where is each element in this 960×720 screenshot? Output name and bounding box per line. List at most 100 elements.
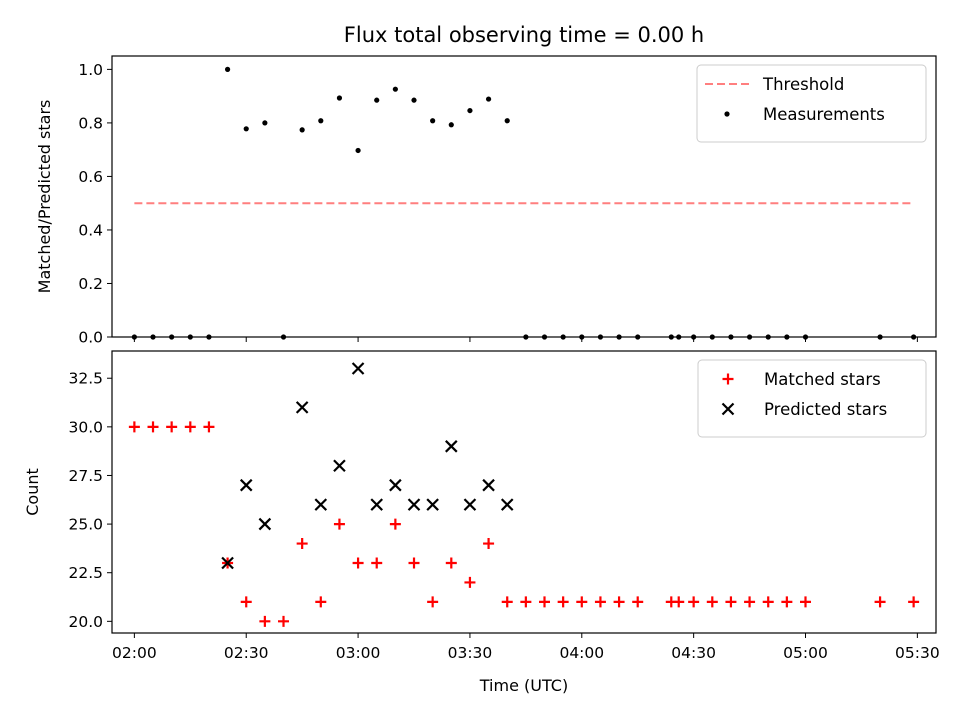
predicted-star-marker bbox=[221, 556, 234, 570]
measurement-point bbox=[318, 118, 324, 124]
measurement-point bbox=[355, 147, 361, 154]
measurement-point bbox=[299, 127, 305, 133]
matched-star-marker bbox=[352, 557, 364, 569]
matched-star-marker bbox=[706, 596, 718, 608]
bottom-y-tick-label: 20.0 bbox=[68, 613, 103, 631]
bottom-plot-frame bbox=[111, 350, 937, 634]
matched-star-marker bbox=[278, 615, 290, 627]
matched-star-marker bbox=[800, 596, 812, 608]
bottom-plot-area: 20.0 22.5 25.0 27.5 30.0 32.5 02:00 02:30 03:00 0… bbox=[68, 350, 940, 662]
matched-star-marker bbox=[501, 596, 513, 608]
matched-star-marker bbox=[128, 421, 140, 433]
measurement-point bbox=[430, 118, 436, 124]
matched-star-marker bbox=[557, 596, 569, 608]
matched-star-marker bbox=[315, 596, 327, 608]
measurement-point bbox=[467, 107, 473, 114]
matched-star-marker bbox=[539, 596, 551, 608]
x-tick-label: 04:30 bbox=[671, 644, 716, 662]
measurement-point bbox=[485, 96, 492, 102]
predicted-star-marker bbox=[482, 478, 495, 492]
x-tick-label: 05:30 bbox=[895, 644, 940, 662]
matched-star-marker bbox=[762, 596, 774, 608]
chart-title: Flux total observing time = 0.00 h bbox=[344, 23, 704, 47]
predicted-star-marker bbox=[351, 362, 365, 375]
top-y-tick-label: 0.4 bbox=[78, 221, 103, 239]
predicted-star-marker bbox=[463, 498, 477, 511]
x-tick-label: 04:00 bbox=[559, 644, 604, 662]
matched-star-marker bbox=[688, 596, 700, 608]
top-y-tick-label: 0.2 bbox=[78, 275, 103, 293]
predicted-star-marker bbox=[426, 498, 439, 511]
matched-star-marker bbox=[259, 615, 271, 627]
matched-star-marker bbox=[389, 518, 401, 530]
matched-star-marker bbox=[296, 538, 308, 550]
x-tick-label: 03:00 bbox=[336, 644, 381, 662]
matched-star-marker bbox=[427, 596, 439, 608]
x-tick-label: 02:30 bbox=[224, 644, 269, 662]
predicted-star-marker bbox=[370, 498, 384, 511]
top-y-axis-label: Matched/Predicted stars bbox=[35, 100, 54, 294]
legend-label: Measurements bbox=[763, 105, 885, 124]
matched-star-marker bbox=[908, 596, 920, 608]
bottom-y-tick-label: 25.0 bbox=[68, 516, 103, 534]
top-y-tick-label: 1.0 bbox=[78, 61, 103, 79]
predicted-star-marker bbox=[314, 498, 328, 511]
measurement-point bbox=[224, 66, 231, 72]
predicted-star-marker bbox=[500, 498, 514, 511]
predicted-star-marker bbox=[445, 440, 458, 453]
matched-star-marker bbox=[613, 596, 625, 608]
x-tick-label: 05:00 bbox=[783, 644, 828, 662]
matched-star-marker bbox=[166, 421, 178, 433]
matched-star-marker bbox=[744, 596, 756, 608]
matched-star-marker bbox=[781, 596, 793, 608]
top-y-tick-label: 0.8 bbox=[78, 114, 103, 132]
legend-label: Matched stars bbox=[764, 370, 881, 389]
matched-star-marker bbox=[520, 596, 532, 608]
measurement-point bbox=[262, 120, 268, 126]
matched-star-marker bbox=[725, 596, 737, 608]
x-axis-label: Time (UTC) bbox=[479, 676, 568, 695]
matched-star-marker bbox=[673, 596, 685, 608]
matched-star-marker bbox=[874, 596, 886, 608]
bottom-legend: Matched stars Predicted stars bbox=[697, 359, 927, 438]
matched-star-marker bbox=[576, 596, 588, 608]
bottom-y-axis-label: Count bbox=[23, 468, 42, 516]
top-plot-area: 0.0 0.2 0.4 0.6 0.8 1.0 Threshold Measurements bbox=[78, 55, 937, 347]
legend-measurement-swatch bbox=[724, 111, 730, 117]
x-tick-label: 03:30 bbox=[448, 644, 493, 662]
measurement-point bbox=[374, 97, 380, 103]
measurement-point bbox=[411, 97, 417, 103]
matched-star-marker bbox=[594, 596, 606, 608]
bottom-y-tick-label: 30.0 bbox=[68, 418, 103, 436]
legend-matched-swatch bbox=[722, 373, 734, 385]
measurement-point bbox=[448, 122, 454, 128]
measurement-point bbox=[392, 86, 398, 92]
matched-star-marker bbox=[240, 596, 252, 608]
bottom-y-tick-label: 22.5 bbox=[68, 564, 103, 582]
legend-label: Predicted stars bbox=[764, 400, 887, 419]
top-y-tick-label: 0.6 bbox=[78, 168, 103, 186]
top-y-tick-label: 0.0 bbox=[78, 329, 103, 347]
predicted-star-marker bbox=[258, 517, 272, 531]
matched-star-marker bbox=[147, 421, 159, 433]
bottom-y-tick-label: 27.5 bbox=[68, 467, 103, 485]
predicted-star-marker bbox=[295, 401, 309, 414]
matched-star-marker bbox=[408, 557, 420, 569]
measurement-point bbox=[243, 126, 249, 132]
predicted-star-marker bbox=[239, 478, 253, 492]
matched-star-marker bbox=[445, 557, 457, 569]
x-tick-label: 02:00 bbox=[112, 644, 157, 662]
predicted-star-marker bbox=[407, 498, 421, 511]
matched-star-marker bbox=[371, 557, 383, 569]
predicted-star-marker bbox=[333, 459, 346, 473]
legend-predicted-swatch bbox=[721, 402, 735, 416]
matched-star-marker bbox=[464, 576, 476, 588]
measurement-point bbox=[336, 95, 343, 101]
top-plot-frame bbox=[111, 55, 937, 338]
matched-star-marker bbox=[203, 421, 215, 433]
matched-star-marker bbox=[184, 421, 196, 433]
bottom-y-tick-label: 32.5 bbox=[68, 370, 103, 388]
legend-label: Threshold bbox=[762, 75, 844, 94]
matched-star-marker bbox=[632, 596, 644, 608]
measurement-point bbox=[504, 118, 510, 124]
